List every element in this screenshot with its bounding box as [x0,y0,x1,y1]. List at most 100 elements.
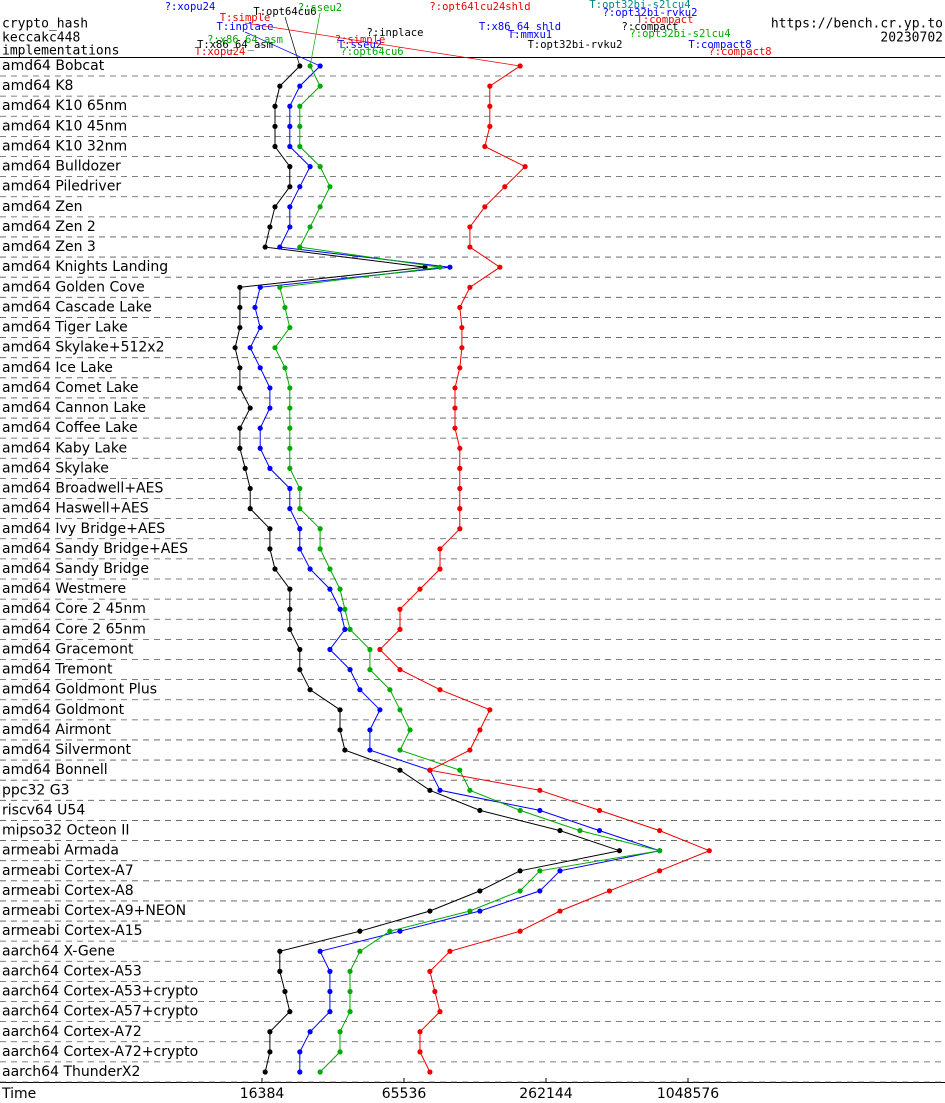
data-point [347,988,353,995]
implementation-label: T:mmxu1 [508,29,552,41]
data-point [477,807,483,814]
data-point [452,425,458,431]
data-point [457,445,463,451]
data-point [267,385,273,391]
data-point [277,244,283,250]
data-point [427,968,433,975]
data-point [427,767,433,773]
data-point [327,586,333,592]
y-tick-label: amd64 Westmere [2,581,126,597]
data-point [272,103,278,109]
implementation-label: T:compact [637,14,694,26]
y-tick-label: ppc32 G3 [2,782,70,798]
data-point [517,928,523,934]
data-point [477,888,483,894]
data-point [287,425,293,431]
data-point [437,264,443,270]
data-point [307,566,313,572]
data-point [342,606,348,612]
data-point [327,184,333,190]
data-point [307,1029,313,1035]
y-tick-label: amd64 Cannon Lake [2,400,146,416]
y-tick-label: aarch64 Cortex-A57+crypto [2,1004,198,1020]
data-point [282,365,288,371]
data-point [317,948,323,954]
y-tick-label: amd64 Core 2 45nm [2,601,146,617]
chart-subtitle: keccakc448 [2,31,80,46]
data-point [397,747,403,753]
implementation-label: ?:opt64cu6 [340,46,403,58]
data-point [287,405,293,411]
data-point [287,385,293,391]
data-point [537,868,543,874]
data-point [706,848,712,854]
data-point [257,425,263,431]
data-point [606,888,613,894]
data-point [517,888,523,894]
data-point [287,606,293,612]
y-tick-label: amd64 Tremont [2,662,113,678]
data-point [277,968,283,975]
data-point [357,948,363,954]
annotation: implementations [2,44,119,59]
data-point [517,807,523,814]
implementation-label: T:x86_64_shld [479,21,561,33]
y-tick-label: amd64 Ivy Bridge+AES [2,521,165,537]
data-point [297,244,303,250]
data-point [272,204,278,210]
data-point [272,143,278,150]
data-point [237,365,243,371]
data-point [297,646,303,653]
data-point [297,667,303,673]
data-point [357,928,363,934]
x-tick-label: 65536 [382,1086,427,1102]
data-point [267,1029,273,1035]
x-tick-label: 1048576 [657,1086,719,1102]
data-point [452,405,458,411]
data-point [337,707,343,713]
y-tick-label: amd64 K10 45nm [2,118,127,134]
data-point [257,365,263,371]
data-point [262,244,268,250]
data-point [357,687,363,693]
data-point [317,83,323,89]
data-point [537,787,543,793]
y-tick-label: riscv64 U54 [2,802,85,818]
data-point [287,224,293,230]
data-point [247,485,253,492]
y-tick-label: aarch64 ThunderX2 [2,1064,140,1080]
data-point [297,184,303,190]
y-tick-label: armeabi Cortex-A8 [2,883,134,899]
data-point [327,968,333,975]
data-point [337,586,343,592]
data-point [287,184,293,190]
date: 20230702 [880,31,943,46]
data-point [237,445,243,451]
data-point [657,848,663,854]
y-tick-label: amd64 Core 2 65nm [2,621,146,637]
data-point [487,707,493,713]
y-tick-label: amd64 Sandy Bridge+AES [2,541,188,557]
data-point [317,546,323,552]
data-point [477,727,483,733]
data-point [307,164,313,170]
data-point [467,284,473,290]
legend-label: T:inplace [217,21,274,33]
data-point [537,807,543,814]
data-point [327,566,333,572]
implementation-label: T:opt32bi-rvku2 [528,39,623,51]
data-point [287,164,293,170]
label-connector [284,16,301,67]
data-point [342,626,348,632]
data-point [467,244,473,250]
data-point [482,143,488,150]
data-point [232,345,238,351]
y-tick-label: amd64 Broadwell+AES [2,481,163,497]
data-point [317,1069,323,1075]
data-point [367,667,373,673]
y-tick-label: aarch64 Cortex-A53+crypto [2,984,198,1000]
data-point [287,485,293,492]
y-tick-label: amd64 Cascade Lake [2,299,152,315]
y-tick-label: amd64 Ice Lake [2,360,113,376]
y-tick-label: amd64 Tiger Lake [2,320,128,336]
